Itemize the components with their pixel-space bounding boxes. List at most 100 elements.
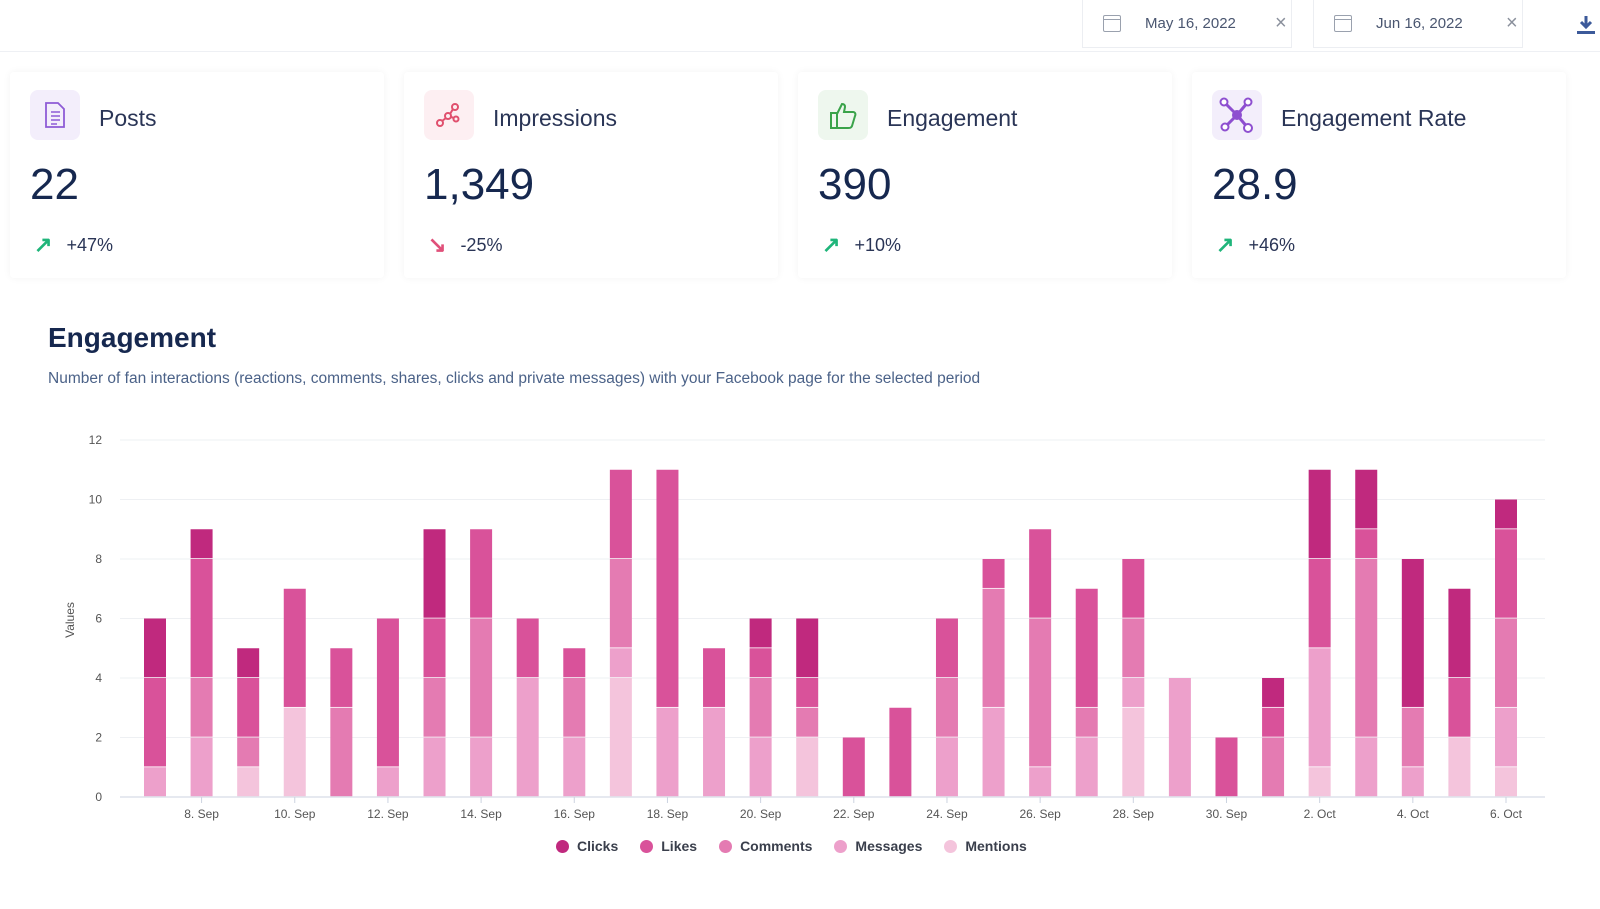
y-tick-label: 12	[89, 433, 103, 447]
bar-segment-comments	[609, 559, 632, 648]
bar-segment-likes	[144, 678, 166, 767]
kpi-change: +10%	[854, 234, 901, 255]
bar-segment-mentions	[1495, 767, 1517, 797]
bar-segment-likes	[376, 618, 399, 767]
share-nodes-icon	[424, 90, 474, 140]
end-date-picker[interactable]: Jun 16, 2022 ×	[1313, 0, 1523, 48]
section-subtitle: Number of fan interactions (reactions, c…	[48, 370, 981, 387]
chart-legend: Clicks Likes Comments Messages Mentions	[556, 838, 1027, 854]
bar-segment-mentions	[1308, 767, 1331, 797]
kpi-card-posts: Posts 22 ↗ +47%	[10, 72, 384, 278]
bar-segment-comments	[1122, 618, 1145, 678]
bar-segment-likes	[190, 559, 213, 678]
bar-segment-messages	[376, 767, 399, 797]
bar-segment-messages	[470, 737, 493, 797]
bar-segment-likes	[703, 648, 726, 707]
y-tick-label: 2	[95, 731, 102, 745]
bar-segment-comments	[796, 707, 819, 737]
x-tick-label: 2. Oct	[1304, 807, 1337, 821]
x-tick-label: 12. Sep	[367, 807, 409, 821]
kpi-card-impressions: Impressions 1,349 ↘ -25%	[404, 72, 778, 278]
bar-segment-likes	[1355, 529, 1378, 559]
x-tick-label: 26. Sep	[1019, 807, 1061, 821]
clear-start-date-icon[interactable]: ×	[1275, 12, 1287, 34]
bar-segment-messages	[1168, 678, 1191, 797]
bar-segment-clicks	[237, 648, 260, 678]
bar-segment-clicks	[423, 529, 446, 618]
bar-segment-clicks	[1308, 469, 1331, 559]
bar-segment-clicks	[749, 618, 772, 648]
bar-segment-messages	[935, 737, 958, 797]
bar-segment-likes	[889, 707, 912, 797]
legend-item-mentions[interactable]: Mentions	[944, 838, 1027, 854]
bar-segment-messages	[1308, 648, 1331, 767]
bar-segment-likes	[283, 588, 306, 707]
x-tick-label: 18. Sep	[647, 807, 689, 821]
section-title: Engagement	[48, 322, 217, 353]
bar-segment-messages	[144, 767, 166, 797]
kpi-title: Engagement Rate	[1281, 105, 1467, 131]
bar-segment-mentions	[609, 678, 632, 797]
x-tick-label: 8. Sep	[184, 807, 219, 821]
bar-segment-clicks	[1355, 469, 1378, 529]
bar-segment-likes	[935, 618, 958, 678]
bar-segment-clicks	[190, 529, 213, 559]
bar-segment-comments	[237, 737, 260, 767]
arrow-up-right-icon: ↗	[34, 232, 53, 257]
bar-segment-likes	[1262, 707, 1285, 737]
y-tick-label: 0	[95, 790, 102, 804]
kpi-value: 22	[30, 160, 79, 209]
bar-segment-comments	[1355, 559, 1378, 737]
bar-segment-messages	[563, 737, 586, 797]
bar-segment-mentions	[796, 737, 819, 797]
legend-dot	[640, 839, 654, 853]
legend-item-messages[interactable]: Messages	[834, 838, 922, 854]
bar-segment-likes	[656, 469, 679, 707]
legend-label: Likes	[661, 838, 698, 854]
legend-item-clicks[interactable]: Clicks	[556, 838, 618, 854]
bar-segment-clicks	[1495, 499, 1517, 529]
bar-segment-likes	[330, 648, 353, 707]
bar-segment-messages	[516, 678, 539, 797]
kpi-title: Engagement	[887, 105, 1018, 131]
x-tick-label: 30. Sep	[1206, 807, 1248, 821]
bar-segment-comments	[470, 618, 493, 737]
bar-segment-likes	[516, 618, 539, 678]
legend-label: Mentions	[965, 838, 1027, 854]
x-tick-label: 22. Sep	[833, 807, 875, 821]
bar-segment-clicks	[1262, 678, 1285, 707]
bar-segment-likes	[1495, 529, 1517, 618]
kpi-value: 390	[818, 160, 892, 209]
kpi-title: Impressions	[493, 105, 617, 131]
download-icon[interactable]	[1574, 14, 1598, 36]
start-date-picker[interactable]: May 16, 2022 ×	[1082, 0, 1292, 48]
kpi-change: +46%	[1248, 234, 1295, 255]
thumbs-up-icon	[818, 90, 868, 140]
document-icon	[30, 90, 80, 140]
bar-segment-clicks	[1401, 559, 1424, 707]
legend-label: Clicks	[577, 838, 619, 854]
arrow-down-right-icon: ↘	[428, 232, 447, 257]
bar-segment-comments	[1401, 707, 1424, 767]
legend-item-comments[interactable]: Comments	[719, 838, 812, 854]
bar-segment-mentions	[283, 707, 306, 797]
legend-dot	[944, 839, 958, 853]
x-tick-label: 24. Sep	[926, 807, 968, 821]
bar-segment-comments	[935, 678, 958, 737]
arrow-up-right-icon: ↗	[822, 232, 841, 257]
bar-segment-likes	[470, 529, 493, 618]
bar-segment-mentions	[237, 767, 260, 797]
bar-segment-comments	[982, 588, 1005, 707]
bar-segment-messages	[1401, 767, 1424, 797]
kpi-title: Posts	[99, 105, 157, 131]
start-date-value: May 16, 2022	[1145, 15, 1236, 32]
y-tick-label: 4	[95, 671, 102, 685]
x-tick-label: 14. Sep	[460, 807, 502, 821]
x-tick-label: 6. Oct	[1490, 807, 1523, 821]
bar-segment-likes	[1448, 678, 1471, 737]
clear-end-date-icon[interactable]: ×	[1506, 12, 1518, 34]
legend-item-likes[interactable]: Likes	[640, 838, 697, 854]
kpi-card-engagement: Engagement 390 ↗ +10%	[798, 72, 1172, 278]
bar-segment-likes	[1308, 559, 1331, 648]
bar-segment-comments	[1262, 737, 1285, 797]
